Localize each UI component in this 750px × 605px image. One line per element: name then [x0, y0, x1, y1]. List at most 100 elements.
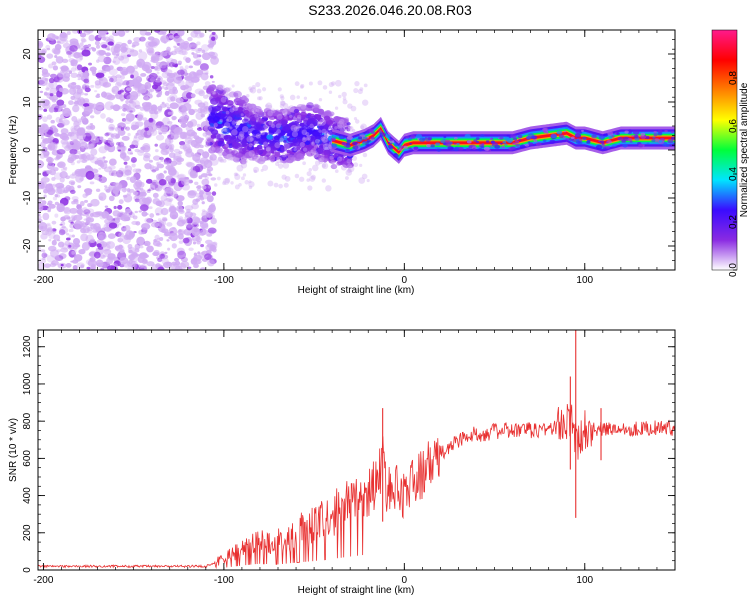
- heat-cell: [196, 69, 204, 76]
- heat-cell: [77, 185, 82, 189]
- heat-cell: [126, 54, 131, 58]
- heat-cell: [205, 72, 209, 75]
- heat-cell: [296, 118, 303, 123]
- heat-cell: [121, 187, 127, 193]
- heat-cell: [42, 212, 50, 221]
- heat-cell: [212, 116, 221, 123]
- heat-cell: [333, 165, 337, 169]
- heat-cell: [88, 62, 92, 66]
- heat-cell: [164, 102, 170, 108]
- heat-cell: [78, 249, 86, 255]
- heat-cell: [232, 105, 239, 112]
- heat-cell: [155, 51, 159, 55]
- heat-cell: [109, 141, 115, 146]
- heat-cell: [59, 66, 64, 70]
- heat-cell: [184, 216, 190, 220]
- heat-cell: [98, 211, 103, 217]
- heat-cell: [324, 154, 329, 159]
- heat-cell: [60, 66, 70, 73]
- heat-cell: [318, 159, 324, 165]
- heat-cell: [90, 84, 95, 88]
- heat-cell: [403, 145, 408, 149]
- heat-cell: [667, 139, 674, 144]
- heat-cell: [652, 136, 656, 139]
- heat-cell: [211, 90, 216, 95]
- heat-cell: [142, 155, 151, 162]
- heat-cell: [177, 218, 183, 223]
- heat-cell: [83, 106, 93, 115]
- heat-cell: [275, 156, 283, 164]
- heat-cell: [331, 143, 338, 148]
- heat-cell: [504, 143, 508, 146]
- heat-cell: [336, 118, 342, 122]
- heat-cell: [117, 141, 125, 148]
- heat-cell: [115, 74, 122, 79]
- heat-cell: [616, 132, 620, 135]
- heat-cell: [137, 114, 143, 120]
- heat-cell: [445, 143, 451, 147]
- heat-cell: [185, 57, 191, 63]
- heat-cell: [115, 133, 120, 139]
- heat-cell: [633, 134, 639, 139]
- heat-cell: [241, 95, 247, 99]
- heat-cell: [73, 220, 83, 230]
- heat-cell: [90, 115, 95, 119]
- heat-cell: [55, 36, 59, 40]
- heat-cell: [266, 120, 274, 127]
- heat-cell: [255, 107, 260, 112]
- heat-cell: [307, 185, 313, 191]
- heat-cell: [148, 159, 153, 163]
- heat-cell: [85, 208, 95, 214]
- heat-cell: [300, 145, 310, 153]
- heat-cell: [657, 132, 663, 136]
- heat-cell: [46, 53, 54, 59]
- heat-cell: [337, 124, 343, 130]
- heat-cell: [244, 137, 248, 141]
- heat-cell: [317, 117, 324, 123]
- heat-cell: [124, 165, 129, 169]
- heat-cell: [323, 133, 329, 139]
- heat-cell: [81, 213, 87, 217]
- x-tick-label: 0: [402, 575, 408, 586]
- heat-cell: [308, 168, 313, 172]
- heat-cell: [68, 100, 74, 106]
- heat-cell: [187, 133, 195, 140]
- heat-cell: [98, 146, 108, 154]
- heat-cell: [184, 146, 193, 155]
- heat-cell: [139, 245, 144, 249]
- heat-cell: [194, 192, 202, 198]
- heat-cell: [361, 142, 366, 145]
- heat-cell: [200, 267, 206, 270]
- heat-cell: [397, 148, 400, 150]
- heat-cell: [59, 34, 68, 42]
- heat-cell: [328, 90, 333, 94]
- heat-cell: [226, 116, 233, 123]
- spectrogram-ylabel: Frequency (Hz): [8, 116, 19, 185]
- heat-cell: [289, 94, 296, 101]
- heat-cell: [123, 194, 133, 203]
- heat-cell: [71, 82, 77, 86]
- heat-cell: [167, 247, 171, 251]
- heat-cell: [154, 234, 160, 241]
- heat-cell: [57, 239, 61, 242]
- heat-cell: [101, 139, 107, 143]
- heat-cell: [542, 127, 548, 132]
- heat-cell: [79, 56, 84, 60]
- heat-cell: [170, 170, 180, 178]
- heat-cell: [38, 54, 42, 58]
- heat-cell: [208, 204, 216, 213]
- heat-cell: [96, 59, 100, 63]
- heat-cell: [368, 128, 374, 133]
- heat-cell: [518, 138, 522, 141]
- heat-cell: [382, 126, 386, 128]
- heat-cell: [76, 73, 82, 78]
- heat-cell: [185, 92, 194, 99]
- heat-cell: [159, 172, 164, 177]
- heat-cell: [190, 131, 198, 137]
- heat-cell: [116, 145, 121, 151]
- heat-cell: [82, 98, 90, 103]
- heat-cell: [58, 118, 63, 123]
- heat-cell: [203, 159, 213, 169]
- heat-cell: [336, 156, 343, 162]
